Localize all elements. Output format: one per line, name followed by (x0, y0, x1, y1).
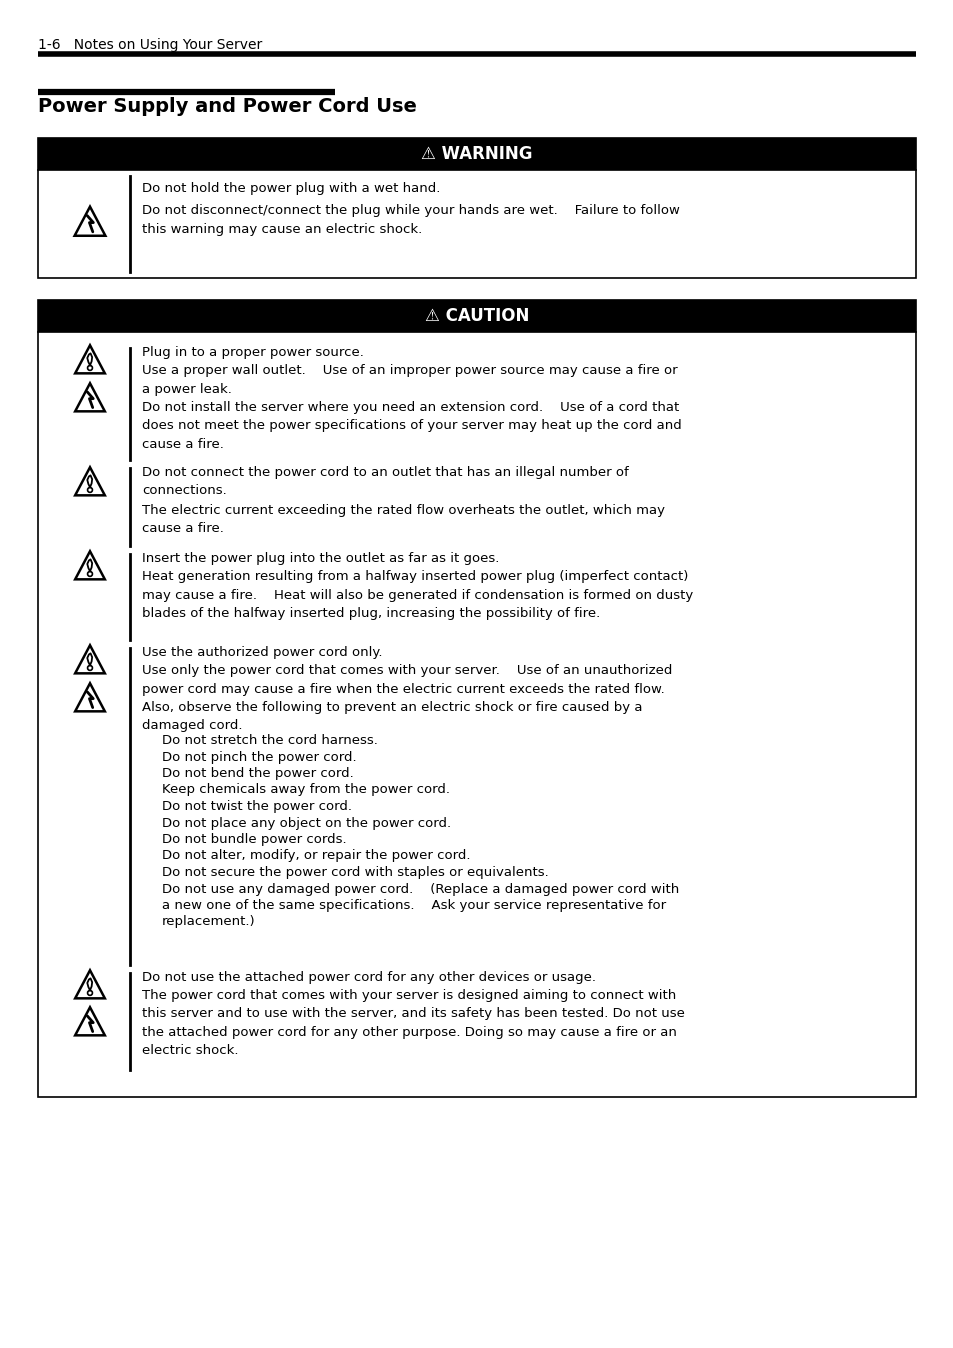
Bar (38, 301, 915, 1097)
Bar (38, 301, 915, 332)
Text: ⚠ WARNING: ⚠ WARNING (421, 146, 532, 163)
Text: The electric current exceeding the rated flow overheats the outlet, which may
ca: The electric current exceeding the rated… (142, 504, 664, 535)
Text: Power Supply and Power Cord Use: Power Supply and Power Cord Use (38, 97, 416, 116)
Text: Do not use the attached power cord for any other devices or usage.: Do not use the attached power cord for a… (142, 971, 596, 984)
Bar (38, 137, 915, 278)
Text: Do not bend the power cord.: Do not bend the power cord. (162, 767, 354, 780)
Text: Do not secure the power cord with staples or equivalents.: Do not secure the power cord with staple… (162, 865, 548, 879)
Text: Use only the power cord that comes with your server.    Use of an unauthorized
p: Use only the power cord that comes with … (142, 665, 672, 732)
Text: Do not connect the power cord to an outlet that has an illegal number of
connect: Do not connect the power cord to an outl… (142, 466, 628, 497)
Text: replacement.): replacement.) (162, 915, 255, 929)
Bar (38, 137, 915, 170)
Text: The power cord that comes with your server is designed aiming to connect with
th: The power cord that comes with your serv… (142, 989, 684, 1057)
Text: ⚠ CAUTION: ⚠ CAUTION (424, 307, 529, 325)
Text: Do not bundle power cords.: Do not bundle power cords. (162, 833, 346, 847)
Text: Plug in to a proper power source.: Plug in to a proper power source. (142, 346, 363, 359)
Text: Do not stretch the cord harness.: Do not stretch the cord harness. (162, 735, 377, 747)
Text: Do not twist the power cord.: Do not twist the power cord. (162, 799, 352, 813)
Text: Do not place any object on the power cord.: Do not place any object on the power cor… (162, 817, 451, 829)
Text: Insert the power plug into the outlet as far as it goes.: Insert the power plug into the outlet as… (142, 551, 498, 565)
Text: 1-6   Notes on Using Your Server: 1-6 Notes on Using Your Server (38, 38, 262, 53)
Text: a new one of the same specifications.    Ask your service representative for: a new one of the same specifications. As… (162, 899, 665, 913)
Text: Do not hold the power plug with a wet hand.: Do not hold the power plug with a wet ha… (142, 182, 440, 195)
Text: Keep chemicals away from the power cord.: Keep chemicals away from the power cord. (162, 783, 450, 797)
Text: Use the authorized power cord only.: Use the authorized power cord only. (142, 646, 382, 659)
Text: Do not alter, modify, or repair the power cord.: Do not alter, modify, or repair the powe… (162, 849, 470, 863)
Text: Heat generation resulting from a halfway inserted power plug (imperfect contact): Heat generation resulting from a halfway… (142, 570, 693, 620)
Text: Do not disconnect/connect the plug while your hands are wet.    Failure to follo: Do not disconnect/connect the plug while… (142, 204, 679, 236)
Text: Do not pinch the power cord.: Do not pinch the power cord. (162, 751, 356, 763)
Text: Do not use any damaged power cord.    (Replace a damaged power cord with: Do not use any damaged power cord. (Repl… (162, 883, 679, 895)
Text: Use a proper wall outlet.    Use of an improper power source may cause a fire or: Use a proper wall outlet. Use of an impr… (142, 364, 681, 452)
